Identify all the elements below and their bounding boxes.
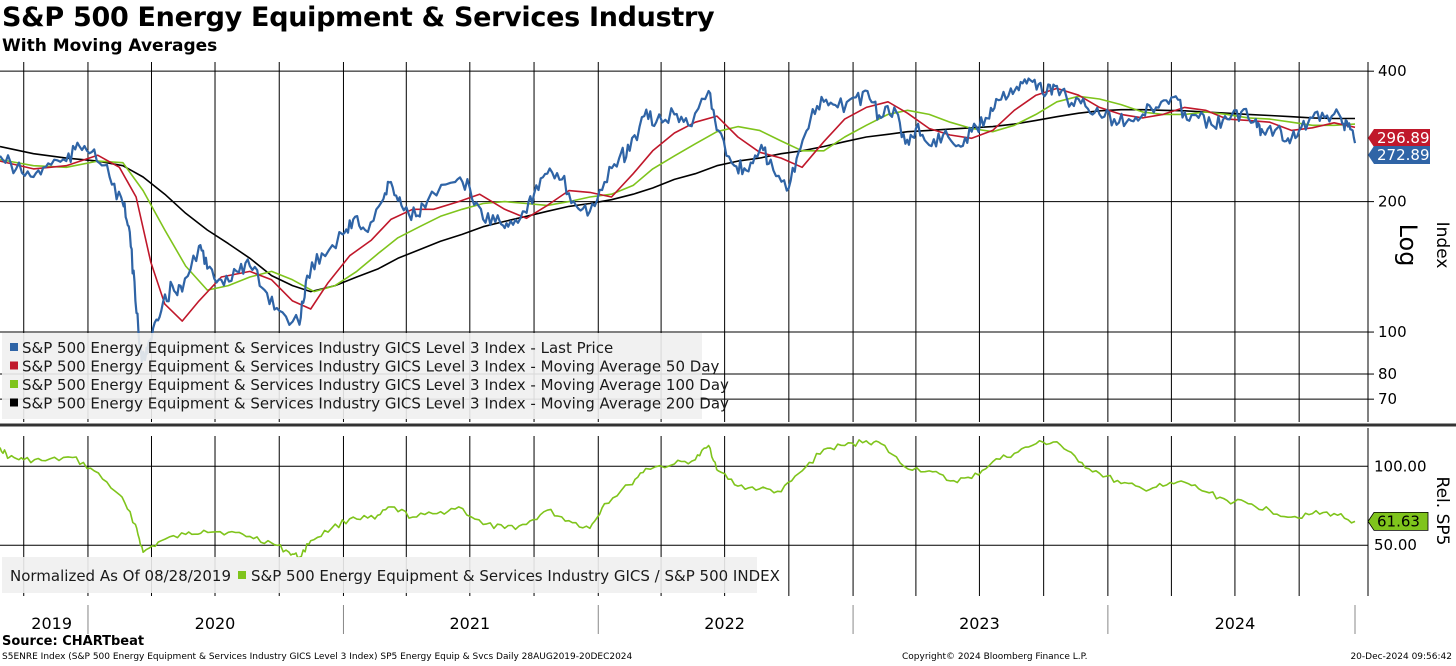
legend-swatch-relative [238,571,246,579]
footer-copyright: Copyright© 2024 Bloomberg Finance L.P. [902,652,1088,662]
last-value-text-last_price: 272.89 [1377,146,1430,164]
x-tick-label: 2023 [959,614,1000,633]
y-tick-label: 100 [1378,323,1407,341]
last-value-tag-relative [1367,511,1429,531]
last-value-text-relative: 61.63 [1377,512,1420,530]
x-tick-label: 2024 [1215,614,1256,633]
x-tick-label: 2019 [31,614,72,633]
legend-swatch-ma200 [10,398,18,407]
bottom-legend-box [2,557,757,593]
chart-subtitle: With Moving Averages [2,36,218,56]
footer-left: S5ENRE Index (S&P 500 Energy Equipment &… [2,652,633,662]
bottom-y-axis-title: Rel. SP5 [1432,477,1452,546]
legend-label-ma100: S&P 500 Energy Equipment & Services Indu… [22,376,729,394]
series-line-ma50 [0,87,1356,322]
last-value-tag-last_price [1368,146,1430,164]
y-tick-label: 100.00 [1374,457,1427,475]
y-tick-label: 200 [1378,193,1407,211]
y-tick-label: 50.00 [1374,536,1417,554]
legend-swatch-last_price [10,343,18,351]
top-panel-series [0,77,1357,364]
y-tick-label: 80 [1378,365,1397,383]
last-value-text-ma50: 296.89 [1377,129,1430,147]
bottom-panel-grid [0,428,1369,596]
x-tick-label: 2021 [449,614,490,633]
footer-timestamp: 20-Dec-2024 09:56:42 [1350,652,1452,662]
y-tick-label: 70 [1378,390,1397,408]
bottom-panel-series [0,439,1356,559]
series-line-last_price [0,77,1357,364]
legend-swatch-ma100 [10,380,18,388]
top-legend-box [2,333,702,419]
legend-label-ma200: S&P 500 Energy Equipment & Services Indu… [22,395,729,413]
top-y-axis-title: Index [1432,222,1452,269]
y-tick-label: 400 [1378,62,1407,80]
series-line-relative [0,439,1356,559]
x-tick-label: 2020 [195,614,236,633]
legend-normalized-note: Normalized As Of 08/28/2019 [10,567,231,585]
source-line: Source: CHARTbeat [2,634,145,649]
legend-label-relative: S&P 500 Energy Equipment & Services Indu… [251,567,780,585]
x-tick-label: 2022 [704,614,745,633]
series-line-ma200 [0,108,1355,293]
legend-swatch-ma50 [10,361,18,370]
legend-label-ma50: S&P 500 Energy Equipment & Services Indu… [22,358,720,376]
chart-title: S&P 500 Energy Equipment & Services Indu… [2,2,715,33]
legend-label-last_price: S&P 500 Energy Equipment & Services Indu… [22,339,613,357]
legends: S&P 500 Energy Equipment & Services Indu… [2,333,780,593]
last-value-tag-ma50 [1368,129,1430,147]
log-scale-label: Log [1394,224,1422,267]
